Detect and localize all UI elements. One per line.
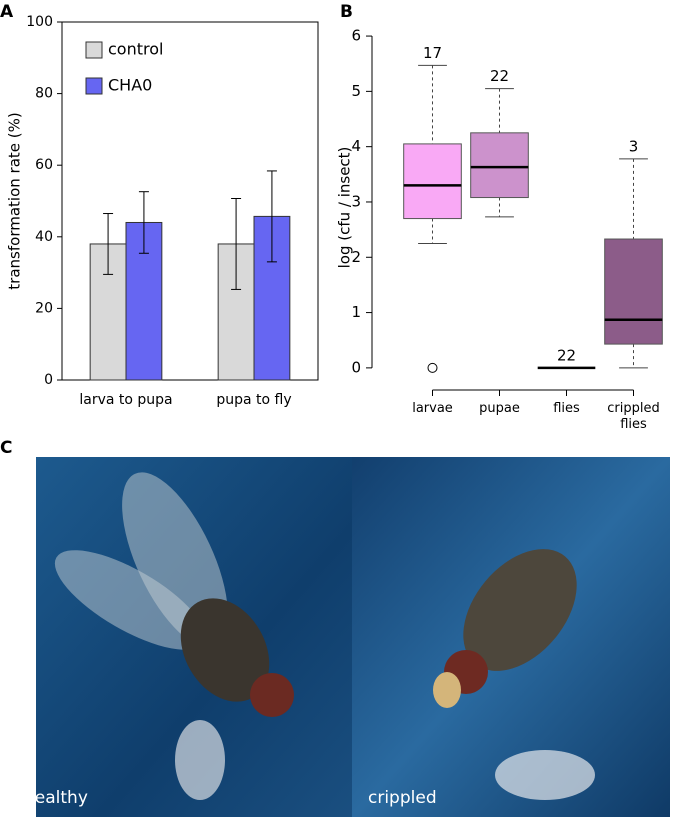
y-tick-label: 20 bbox=[35, 300, 53, 316]
photo-crippled bbox=[352, 457, 670, 817]
count-label: 22 bbox=[557, 346, 576, 364]
x-tick-label: larva to pupa bbox=[79, 392, 172, 408]
legend-label: CHA0 bbox=[108, 76, 152, 95]
y-tick-label: 4 bbox=[351, 137, 361, 155]
y-axis-label: transformation rate (%) bbox=[6, 112, 24, 289]
legend-label: control bbox=[108, 40, 163, 59]
x-tick-label: pupa to fly bbox=[216, 392, 291, 408]
y-tick-label: 0 bbox=[351, 358, 361, 376]
legend-swatch bbox=[85, 41, 103, 59]
y-axis-label: log (cfu / insect) bbox=[336, 147, 354, 269]
x-tick-label: crippled flies bbox=[607, 401, 660, 432]
x-tick-label: flies bbox=[553, 401, 580, 416]
y-tick-label: 0 bbox=[44, 372, 53, 388]
y-tick-label: 40 bbox=[35, 229, 53, 245]
x-tick-label: pupae bbox=[479, 401, 520, 416]
y-tick-label: 5 bbox=[351, 82, 361, 100]
box bbox=[470, 132, 529, 199]
outlier bbox=[427, 362, 438, 373]
y-tick-label: 60 bbox=[35, 157, 53, 173]
photo-label: healthy bbox=[24, 788, 88, 808]
photo-label: crippled bbox=[368, 788, 437, 808]
y-tick-label: 2 bbox=[351, 248, 361, 266]
panel-label: C bbox=[0, 438, 12, 458]
y-tick-label: 100 bbox=[26, 14, 53, 30]
count-label: 22 bbox=[490, 67, 509, 85]
box bbox=[403, 143, 462, 220]
count-label: 17 bbox=[423, 44, 442, 62]
y-tick-label: 6 bbox=[351, 27, 361, 45]
y-tick-label: 80 bbox=[35, 86, 53, 102]
y-tick-label: 1 bbox=[351, 303, 361, 321]
legend-swatch bbox=[85, 77, 103, 95]
panel-label: A bbox=[0, 2, 14, 22]
plot-frame bbox=[61, 21, 319, 381]
y-tick-label: 3 bbox=[351, 192, 361, 210]
x-tick-label: larvae bbox=[412, 401, 453, 416]
photo-healthy bbox=[36, 457, 352, 817]
count-label: 3 bbox=[629, 137, 639, 155]
panel-label: B bbox=[340, 2, 353, 22]
box bbox=[604, 238, 663, 345]
